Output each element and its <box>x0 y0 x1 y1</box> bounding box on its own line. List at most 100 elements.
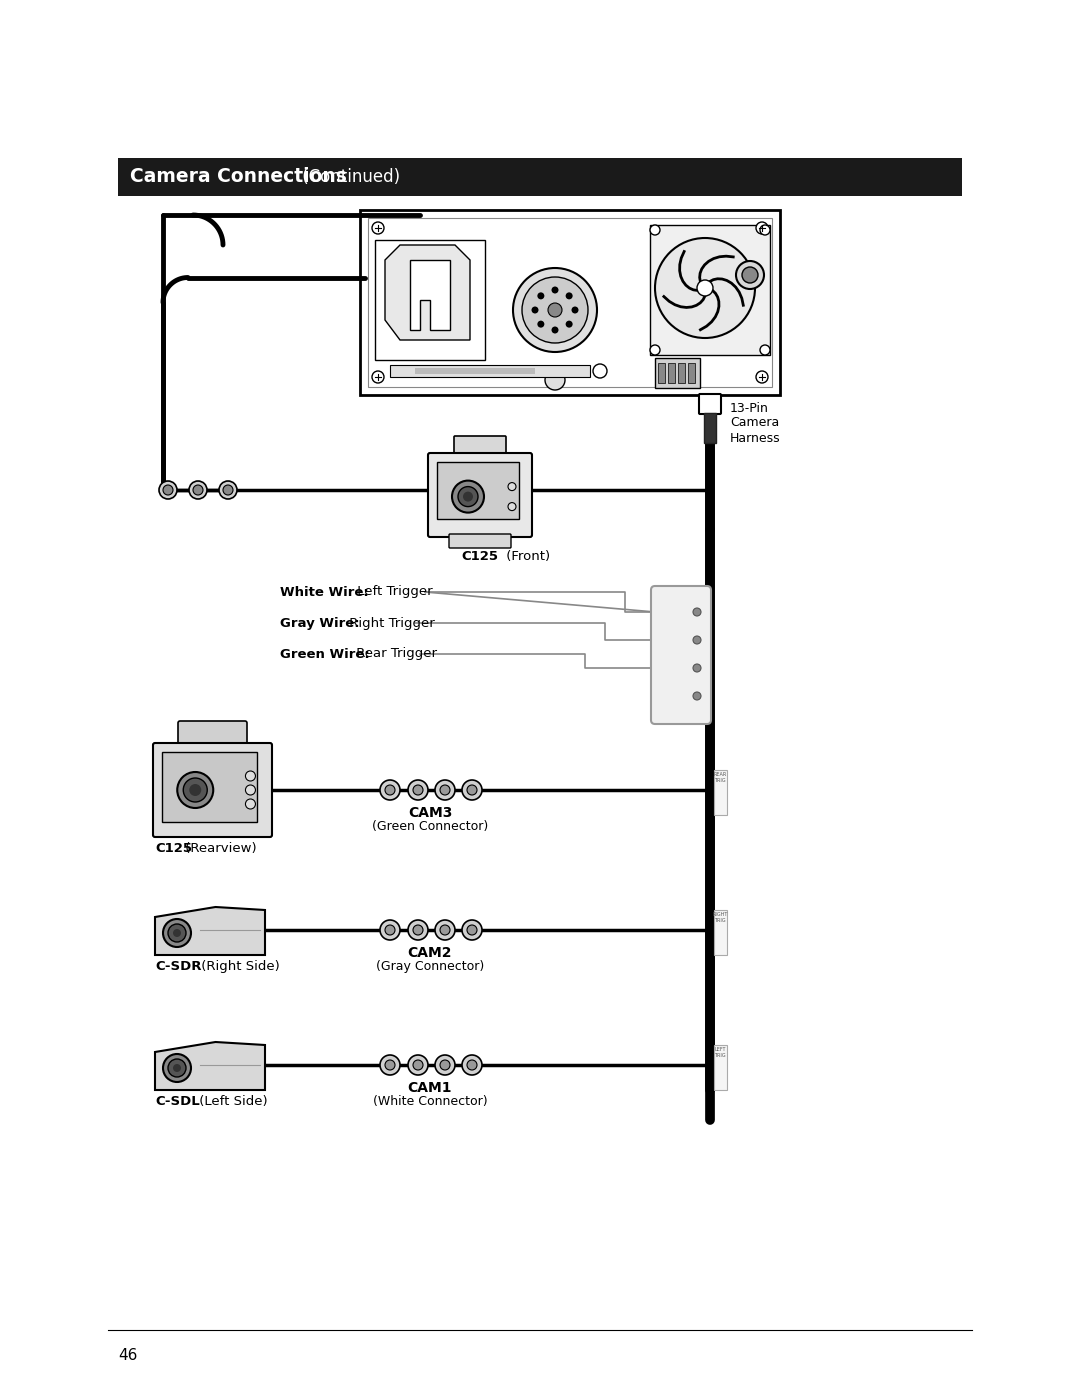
Circle shape <box>372 222 384 235</box>
FancyBboxPatch shape <box>449 534 511 548</box>
Text: Gray Wire:: Gray Wire: <box>280 616 360 630</box>
Polygon shape <box>156 907 265 956</box>
Circle shape <box>467 785 477 795</box>
Bar <box>368 218 772 387</box>
Circle shape <box>538 292 544 299</box>
Text: C125: C125 <box>156 842 192 855</box>
Text: (Continued): (Continued) <box>297 168 400 186</box>
Text: LEFT
TRIG: LEFT TRIG <box>714 1046 726 1058</box>
Circle shape <box>756 372 768 383</box>
Circle shape <box>545 370 565 390</box>
Text: Rear Trigger: Rear Trigger <box>352 647 437 661</box>
Circle shape <box>245 785 256 795</box>
Circle shape <box>219 481 237 499</box>
Circle shape <box>650 225 660 235</box>
Text: White Wire:: White Wire: <box>280 585 368 598</box>
FancyBboxPatch shape <box>428 453 532 536</box>
Text: Green Wire:: Green Wire: <box>280 647 369 661</box>
FancyBboxPatch shape <box>651 585 711 724</box>
Circle shape <box>189 784 201 796</box>
Circle shape <box>173 1065 181 1071</box>
Text: C-SDR: C-SDR <box>156 960 202 972</box>
Circle shape <box>462 1055 482 1076</box>
Circle shape <box>435 780 455 800</box>
Circle shape <box>693 664 701 672</box>
Bar <box>669 363 675 383</box>
Bar <box>714 909 727 956</box>
FancyBboxPatch shape <box>375 240 485 360</box>
Circle shape <box>384 1060 395 1070</box>
Circle shape <box>650 345 660 355</box>
Circle shape <box>693 636 701 644</box>
Bar <box>390 365 590 377</box>
Circle shape <box>513 268 597 352</box>
Circle shape <box>184 778 207 802</box>
Bar <box>654 358 700 388</box>
Circle shape <box>440 925 450 935</box>
Circle shape <box>173 929 181 937</box>
Circle shape <box>384 785 395 795</box>
Text: 46: 46 <box>118 1348 137 1363</box>
Circle shape <box>177 773 213 807</box>
Bar <box>658 363 665 383</box>
Circle shape <box>380 780 400 800</box>
Bar <box>714 770 727 814</box>
Circle shape <box>538 321 544 328</box>
Circle shape <box>552 327 558 334</box>
Text: C-SDL: C-SDL <box>156 1095 200 1108</box>
Circle shape <box>742 267 758 284</box>
Text: (Green Connector): (Green Connector) <box>372 820 488 833</box>
Circle shape <box>168 923 186 942</box>
Circle shape <box>760 225 770 235</box>
Circle shape <box>163 1053 191 1083</box>
Circle shape <box>413 785 423 795</box>
Bar <box>678 363 685 383</box>
Bar <box>704 414 716 443</box>
Circle shape <box>654 237 755 338</box>
Circle shape <box>168 1059 186 1077</box>
Polygon shape <box>156 1042 265 1090</box>
FancyBboxPatch shape <box>454 436 507 458</box>
Circle shape <box>467 925 477 935</box>
Text: (White Connector): (White Connector) <box>373 1095 487 1108</box>
Text: (Left Side): (Left Side) <box>195 1095 268 1108</box>
Circle shape <box>384 925 395 935</box>
Circle shape <box>697 279 713 296</box>
Circle shape <box>463 492 473 502</box>
Circle shape <box>163 919 191 947</box>
Circle shape <box>760 345 770 355</box>
Circle shape <box>245 799 256 809</box>
Circle shape <box>163 485 173 495</box>
Circle shape <box>189 481 207 499</box>
Circle shape <box>440 1060 450 1070</box>
Text: (Front): (Front) <box>502 550 550 563</box>
FancyBboxPatch shape <box>162 752 257 821</box>
FancyBboxPatch shape <box>178 721 247 749</box>
Circle shape <box>693 608 701 616</box>
Bar <box>118 158 962 196</box>
Circle shape <box>245 771 256 781</box>
Circle shape <box>408 1055 428 1076</box>
Text: Camera Connections: Camera Connections <box>130 168 347 187</box>
Circle shape <box>508 503 516 510</box>
Text: (Right Side): (Right Side) <box>197 960 280 972</box>
Text: REAR
TRIG: REAR TRIG <box>714 773 727 782</box>
FancyBboxPatch shape <box>153 743 272 837</box>
Circle shape <box>531 306 539 313</box>
Circle shape <box>462 921 482 940</box>
Circle shape <box>435 921 455 940</box>
Circle shape <box>440 785 450 795</box>
Circle shape <box>548 303 562 317</box>
Polygon shape <box>410 260 450 330</box>
Circle shape <box>222 485 233 495</box>
Circle shape <box>693 692 701 700</box>
FancyBboxPatch shape <box>437 462 519 520</box>
Circle shape <box>756 222 768 235</box>
Text: (Rearview): (Rearview) <box>181 842 257 855</box>
Bar <box>714 1045 727 1090</box>
Circle shape <box>458 486 478 507</box>
Text: CAM2: CAM2 <box>408 946 453 960</box>
Circle shape <box>508 482 516 490</box>
Circle shape <box>571 306 579 313</box>
Text: C125: C125 <box>461 550 499 563</box>
